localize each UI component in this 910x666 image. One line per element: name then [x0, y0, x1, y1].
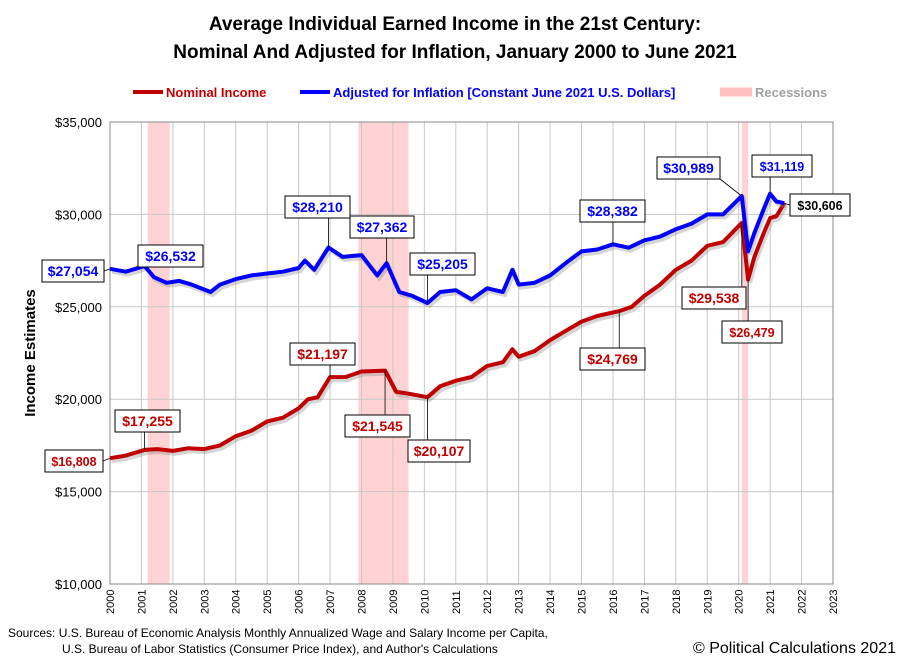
callout-box	[751, 154, 813, 178]
x-tick-label: 2005	[262, 590, 274, 614]
chart-title: Average Individual Earned Income in the …	[209, 14, 701, 35]
callout-box	[721, 320, 783, 344]
x-tick-label: 2007	[325, 590, 337, 614]
callout-label: $27,054	[48, 263, 99, 279]
sources-line-2: U.S. Bureau of Labor Statistics (Consume…	[62, 642, 498, 656]
callout-box	[656, 156, 721, 180]
x-tick-label: 2010	[419, 590, 431, 614]
callout-box	[579, 199, 646, 223]
y-axis-label: Income Estimates	[22, 289, 39, 417]
y-tick-label: $10,000	[55, 577, 102, 592]
callout-label: $24,769	[587, 351, 638, 367]
x-tick-label: 2016	[608, 590, 620, 614]
callout-label: $27,362	[357, 219, 408, 235]
x-tick-label: 2004	[231, 590, 243, 614]
copyright: © Political Calculations 2021	[693, 640, 896, 657]
callout-box	[407, 439, 471, 463]
callout-label: $29,538	[689, 290, 740, 306]
callout-box	[681, 286, 747, 310]
x-tick-label: 2015	[577, 590, 589, 614]
x-tick-label: 2021	[765, 590, 777, 614]
recession-band	[147, 122, 170, 584]
callout-box	[409, 252, 476, 276]
x-tick-label: 2000	[105, 590, 117, 614]
callout-box	[114, 409, 181, 433]
x-tick-label: 2018	[671, 590, 683, 614]
callout-label: $17,255	[122, 413, 173, 429]
y-tick-label: $25,000	[55, 300, 102, 315]
callout-label: $16,808	[51, 455, 96, 469]
legend-label-adjusted: Adjusted for Inflation [Constant June 20…	[333, 85, 675, 100]
x-tick-label: 2009	[388, 590, 400, 614]
callout-box	[137, 244, 204, 268]
x-tick-label: 2013	[514, 590, 526, 614]
y-tick-label: $20,000	[55, 392, 102, 407]
callout-label: $26,532	[145, 248, 196, 264]
y-tick-label: $35,000	[55, 115, 102, 130]
callout-box	[284, 195, 351, 219]
x-tick-label: 2006	[294, 590, 306, 614]
callout-label: $21,197	[297, 346, 348, 362]
nominal-income-line	[109, 202, 787, 461]
callout-label: $21,545	[352, 418, 403, 434]
legend-label-nominal: Nominal Income	[166, 85, 266, 100]
chart-subtitle: Nominal And Adjusted for Inflation, Janu…	[173, 42, 737, 63]
callout-leader	[784, 202, 791, 206]
callout-box	[289, 342, 356, 366]
series-shadow	[111, 205, 789, 464]
x-tick-label: 2003	[199, 590, 211, 614]
callout-leader	[719, 178, 743, 197]
x-tick-label: 2001	[136, 590, 148, 614]
callout-box	[344, 414, 411, 438]
adjusted-income-line	[109, 191, 785, 305]
callout-label: $20,107	[414, 443, 465, 459]
callout-box	[41, 259, 105, 283]
callout-box	[579, 347, 646, 371]
y-tick-label: $30,000	[55, 207, 102, 222]
callout-box	[44, 449, 104, 473]
callout-box	[789, 193, 851, 217]
x-tick-label: 2020	[734, 590, 746, 614]
plot-border	[109, 121, 834, 585]
x-tick-label: 2011	[451, 590, 463, 614]
callout-label: $30,989	[663, 160, 714, 176]
callout-box	[349, 215, 415, 239]
callout-leader	[103, 268, 111, 272]
callout-label: $25,205	[417, 256, 468, 272]
callout-leader	[102, 457, 111, 462]
sources-line-1: Sources: U.S. Bureau of Economic Analysi…	[8, 626, 548, 640]
x-tick-label: 2022	[797, 590, 809, 614]
x-tick-label: 2008	[356, 590, 368, 614]
x-tick-label: 2023	[828, 590, 840, 614]
callout-label: $26,479	[729, 326, 774, 340]
callout-label: $31,119	[760, 160, 805, 174]
recession-band	[741, 122, 749, 584]
callout-label: $28,382	[587, 203, 638, 219]
callout-label: $28,210	[292, 199, 343, 215]
callout-label: $30,606	[797, 199, 842, 213]
x-tick-label: 2017	[639, 590, 651, 614]
x-tick-label: 2014	[545, 590, 557, 614]
x-tick-label: 2002	[168, 590, 180, 614]
recession-band	[358, 122, 409, 584]
y-tick-label: $15,000	[55, 485, 102, 500]
x-tick-label: 2012	[482, 590, 494, 614]
legend: Nominal Income Adjusted for Inflation [C…	[133, 85, 827, 100]
legend-label-recessions: Recessions	[755, 85, 827, 100]
x-tick-label: 2019	[702, 590, 714, 614]
